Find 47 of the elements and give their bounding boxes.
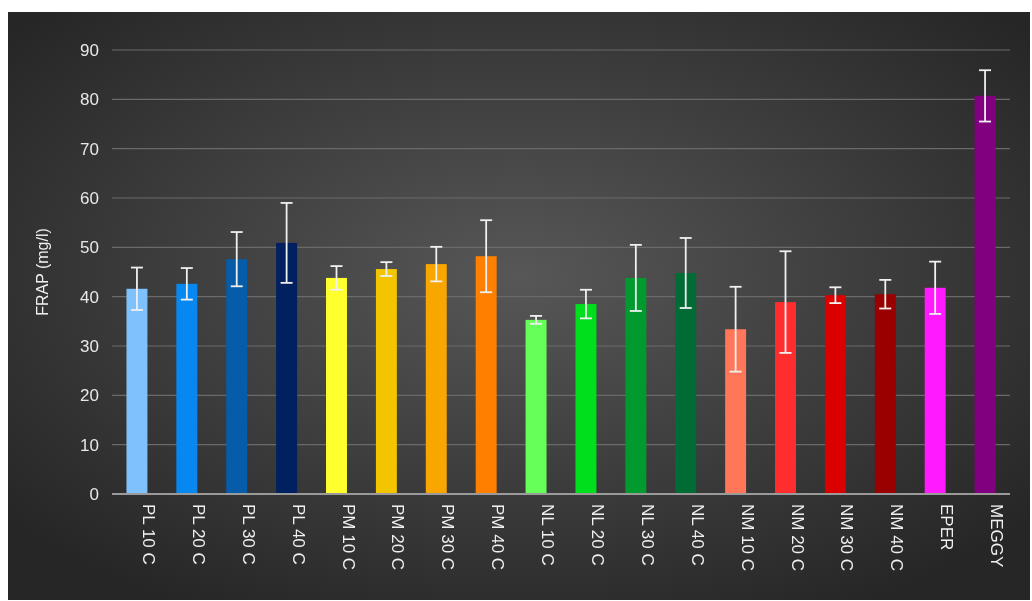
y-tick-label: 60: [80, 188, 99, 208]
x-tick-label: NM 10 C: [737, 504, 757, 572]
x-tick-label: NL 40 C: [687, 504, 707, 566]
x-tick-label: NM 40 C: [887, 504, 907, 572]
y-axis-title: FRAP (mg/l): [34, 228, 51, 316]
y-tick-label: 10: [80, 435, 99, 455]
bar: [625, 277, 647, 494]
y-tick-label: 70: [80, 139, 99, 159]
x-tick-label: PM 40 C: [488, 504, 508, 571]
bar: [525, 319, 547, 494]
bar: [675, 272, 697, 494]
x-tick-label: MEGGY: [987, 504, 1007, 568]
bar: [176, 283, 198, 494]
bar: [326, 277, 347, 494]
bar: [475, 256, 497, 494]
y-tick-label: 30: [80, 336, 99, 356]
x-tick-label: EPER: [937, 504, 957, 551]
bar: [575, 304, 597, 494]
bar: [974, 95, 996, 494]
x-tick-label: PL 20 C: [188, 504, 208, 565]
x-tick-label: PM 30 C: [438, 504, 458, 571]
y-tick-label: 50: [80, 238, 99, 258]
y-tick-label: 80: [80, 90, 99, 110]
y-tick-label: 0: [89, 484, 99, 504]
bar: [126, 288, 148, 494]
x-tick-label: NM 30 C: [837, 504, 857, 572]
x-tick-label: PL 30 C: [238, 504, 258, 565]
x-tick-label: NL 10 C: [538, 504, 558, 566]
x-tick-label: NM 20 C: [787, 504, 807, 572]
bar: [874, 294, 896, 494]
bar: [375, 269, 397, 494]
y-tick-label: 90: [80, 40, 99, 60]
bar: [924, 287, 946, 494]
bar: [226, 259, 248, 494]
bar: [425, 264, 447, 494]
bar: [725, 329, 747, 494]
bar: [276, 242, 298, 494]
bar: [775, 302, 796, 494]
y-tick-label: 40: [80, 287, 99, 307]
x-tick-label: NL 30 C: [637, 504, 657, 566]
x-tick-label: PM 10 C: [338, 504, 358, 571]
x-tick-label: PM 20 C: [388, 504, 408, 571]
y-tick-label: 20: [80, 386, 99, 406]
x-tick-label: PL 40 C: [288, 504, 308, 565]
x-tick-label: PL 10 C: [138, 504, 158, 565]
x-tick-label: NL 20 C: [587, 504, 607, 566]
bar: [824, 295, 846, 494]
